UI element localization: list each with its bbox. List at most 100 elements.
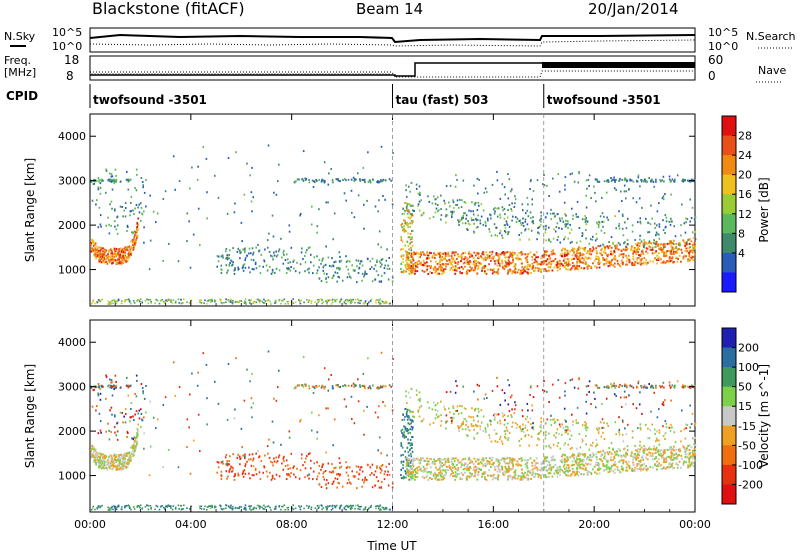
range-gate-cell	[116, 300, 118, 303]
range-gate-cell	[350, 504, 352, 507]
range-gate-cell	[576, 258, 579, 261]
range-gate-cell	[347, 268, 349, 271]
range-gate-cell	[410, 267, 413, 270]
range-gate-cell	[408, 449, 411, 452]
range-gate-cell	[126, 505, 128, 507]
range-gate-cell	[236, 456, 239, 459]
range-gate-cell	[560, 262, 563, 265]
range-gate-cell	[570, 464, 573, 467]
station-title: Blackstone (fitACF)	[92, 0, 245, 18]
range-gate-cell	[564, 188, 566, 191]
range-gate-cell	[463, 201, 466, 203]
range-gate-cell	[186, 301, 188, 303]
range-gate-cell	[200, 299, 203, 302]
range-gate-cell	[337, 473, 340, 475]
range-gate-cell	[364, 387, 366, 390]
cpid-segments: twofsound -3501 tau (fast) 503 twofsound -…	[89, 84, 661, 108]
range-gate-cell	[97, 188, 100, 191]
range-gate-cell	[94, 250, 96, 253]
range-gate-cell	[627, 217, 629, 220]
range-gate-cell	[268, 250, 271, 253]
range-gate-cell	[339, 386, 342, 388]
range-gate-cell	[145, 179, 147, 181]
range-gate-cell	[645, 180, 647, 183]
range-gate-cell	[583, 267, 586, 270]
range-gate-cell	[452, 269, 454, 272]
range-gate-cell	[622, 256, 625, 259]
range-gate-cell	[497, 268, 500, 271]
range-gate-cell	[244, 266, 247, 269]
range-gate-cell	[278, 369, 280, 372]
range-gate-cell	[674, 235, 677, 238]
range-gate-cell	[350, 300, 352, 303]
range-gate-cell	[275, 399, 278, 402]
range-gate-cell	[366, 199, 368, 202]
range-gate-cell	[126, 170, 128, 173]
range-gate-cell	[112, 261, 114, 264]
range-gate-cell	[110, 301, 113, 303]
range-gate-cell	[631, 230, 634, 233]
range-gate-cell	[206, 217, 208, 220]
range-gate-cell	[658, 223, 661, 226]
range-gate-cell	[252, 302, 254, 305]
range-gate-cell	[281, 505, 283, 508]
range-gate-cell	[376, 465, 378, 468]
range-gate-cell	[226, 271, 228, 274]
range-gate-cell	[357, 505, 360, 508]
range-gate-cell	[242, 248, 244, 251]
range-gate-cell	[92, 454, 94, 457]
range-gate-cell	[107, 422, 109, 425]
range-gate-cell	[472, 213, 475, 216]
range-gate-cell	[689, 258, 692, 260]
range-gate-cell	[540, 224, 542, 227]
range-gate-cell	[321, 466, 323, 468]
range-gate-cell	[634, 239, 636, 241]
range-gate-cell	[524, 270, 527, 273]
range-gate-cell	[659, 178, 661, 181]
range-gate-cell	[231, 301, 234, 304]
range-gate-cell	[606, 461, 609, 464]
range-gate-cell	[109, 260, 112, 263]
range-gate-cell	[364, 506, 367, 508]
range-gate-cell	[635, 252, 637, 255]
range-gate-cell	[178, 180, 181, 183]
range-gate-cell	[121, 412, 124, 414]
range-gate-cell	[418, 209, 421, 212]
range-gate-cell	[424, 254, 427, 257]
range-gate-cell	[231, 260, 233, 263]
range-gate-cell	[499, 216, 502, 219]
range-gate-cell	[211, 298, 213, 301]
range-gate-cell	[524, 229, 526, 232]
cpid-segment-label: twofsound -3501	[547, 93, 661, 107]
range-gate-cell	[120, 302, 123, 304]
range-gate-cell	[442, 258, 445, 260]
range-gate-cell	[595, 255, 598, 258]
range-gate-cell	[684, 244, 687, 247]
range-gate-cell	[414, 262, 417, 265]
range-gate-cell	[622, 459, 625, 462]
noise-panel	[89, 27, 696, 53]
range-gate-cell	[188, 426, 190, 429]
range-gate-cell	[692, 248, 694, 251]
range-gate-cell	[141, 387, 144, 389]
range-gate-cell	[169, 299, 171, 302]
range-gate-cell	[251, 210, 253, 213]
cpid-segment-label: tau (fast) 503	[396, 93, 489, 107]
range-gate-cell	[525, 212, 527, 215]
range-gate-cell	[234, 267, 236, 269]
range-gate-cell	[102, 459, 104, 461]
range-gate-cell	[670, 240, 672, 243]
range-gate-cell	[121, 464, 124, 467]
range-gate-cell	[204, 505, 206, 508]
range-gate-cell	[325, 483, 327, 486]
range-gate-cell	[296, 384, 299, 387]
range-gate-cell	[332, 181, 334, 184]
range-gate-cell	[125, 505, 127, 507]
range-gate-cell	[681, 457, 683, 460]
range-gate-cell	[370, 504, 373, 507]
range-gate-cell	[114, 208, 116, 211]
range-gate-cell	[617, 468, 619, 471]
range-gate-cell	[172, 505, 175, 507]
range-gate-cell	[403, 425, 405, 428]
range-gate-cell	[101, 179, 103, 182]
